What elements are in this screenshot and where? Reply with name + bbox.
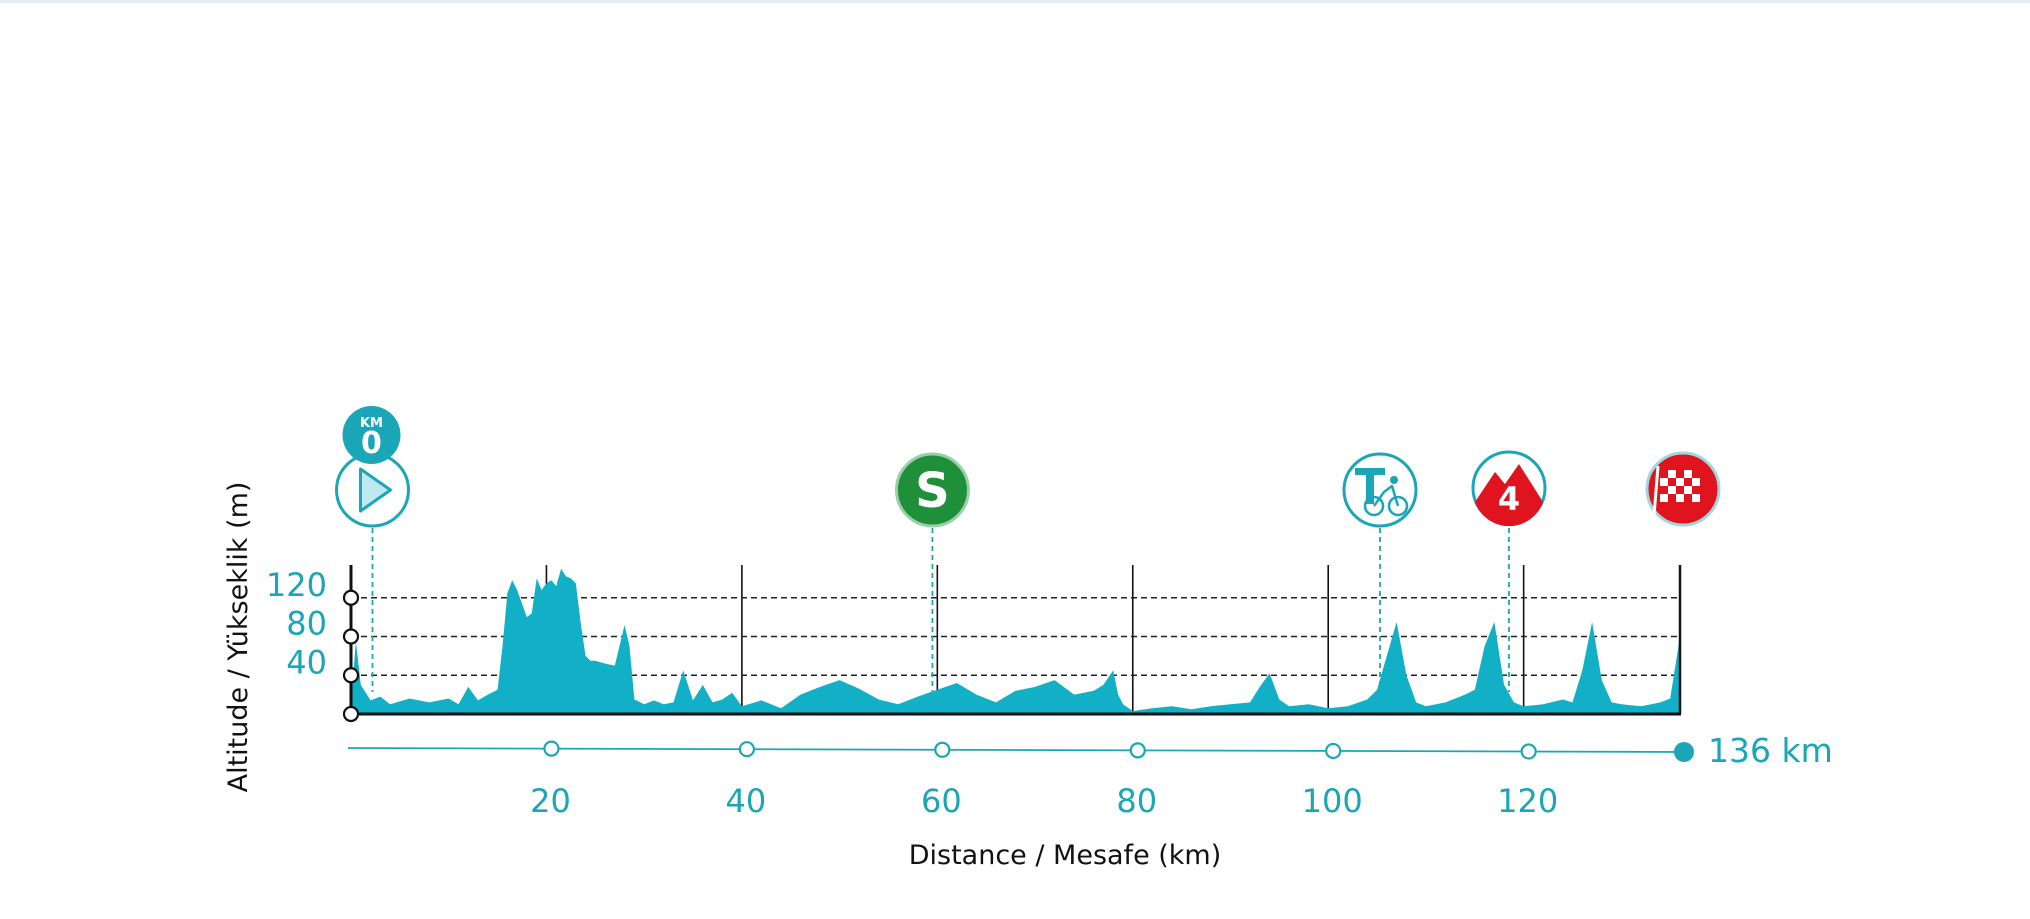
distance-bar-end-dot	[1674, 742, 1694, 762]
x-tick-label-80: 80	[1116, 782, 1157, 820]
x-tick-label-120: 120	[1497, 782, 1558, 820]
technical-cyclist-icon	[1342, 452, 1418, 528]
climb-category-number: 4	[1498, 480, 1520, 518]
distance-bar-tick-120	[1520, 743, 1537, 760]
y-tick-circle-0	[342, 705, 360, 723]
flag-check	[1684, 478, 1692, 486]
distance-bar-tick-60	[934, 741, 951, 758]
y-tick-label-40: 40	[286, 643, 327, 681]
y-tick-label-80: 80	[286, 605, 327, 643]
flag-check	[1660, 486, 1668, 494]
chart-axes	[342, 565, 1682, 723]
y-axis-title: Altitude / Yükseklik (m)	[223, 482, 254, 793]
flag-check	[1692, 470, 1700, 478]
x-tick-label-40: 40	[726, 782, 767, 820]
x-axis-title: Distance / Mesafe (km)	[909, 840, 1222, 871]
sprint-s-icon: S	[894, 452, 970, 528]
checkered-flag-icon	[1645, 451, 1721, 527]
flag-check	[1668, 494, 1676, 502]
distance-bar-tick-20	[543, 740, 560, 757]
elevation-profile-area	[351, 568, 1680, 714]
mountain-category-icon: 4	[1471, 450, 1547, 527]
y-tick-circle-120	[342, 589, 360, 606]
flag-check	[1692, 486, 1700, 494]
technical-t-stem	[1365, 468, 1374, 504]
y-tick-circle-80	[342, 628, 360, 645]
marker-icons: KM0 S 4	[334, 406, 1721, 528]
km-badge-top: KM	[360, 416, 383, 431]
start-triangle	[358, 467, 392, 513]
flag-check	[1660, 470, 1668, 478]
rider-head	[1389, 476, 1398, 484]
sprint-disc	[894, 452, 970, 528]
x-tick-label-20: 20	[530, 782, 571, 820]
km-zero-badge	[342, 406, 401, 464]
distance-bar-line	[347, 747, 1685, 753]
y-tick-circle-40	[342, 667, 360, 684]
flag-check	[1676, 486, 1684, 494]
x-tick-label-100: 100	[1302, 782, 1363, 820]
sprint-letter: S	[915, 463, 950, 519]
x-tick-label-60: 60	[921, 782, 962, 820]
x-tick-labels: 20 40 60 80 100 120	[530, 782, 1558, 820]
distance-scale-bar	[347, 740, 1694, 762]
bike-wheel-front	[1387, 495, 1409, 517]
km-badge-value: 0	[361, 426, 382, 461]
bike-wheel-rear	[1363, 495, 1385, 517]
distance-bar-tick-40	[738, 741, 755, 758]
flag-pole	[1652, 465, 1660, 517]
technical-ring	[1342, 452, 1418, 528]
total-distance-label: 136 km	[1708, 731, 1833, 770]
marker-leader-lines	[371, 528, 1510, 692]
y-tick-label-120: 120	[266, 566, 327, 604]
flag-check	[1684, 494, 1692, 502]
bike-frame	[1372, 484, 1400, 507]
mountain-shape	[1474, 464, 1543, 527]
flag-check	[1668, 478, 1676, 486]
flag-check	[1676, 470, 1684, 478]
distance-bar-tick-100	[1325, 742, 1342, 760]
distance-bar-tick-80	[1129, 742, 1146, 759]
play-icon: KM0	[334, 406, 410, 528]
